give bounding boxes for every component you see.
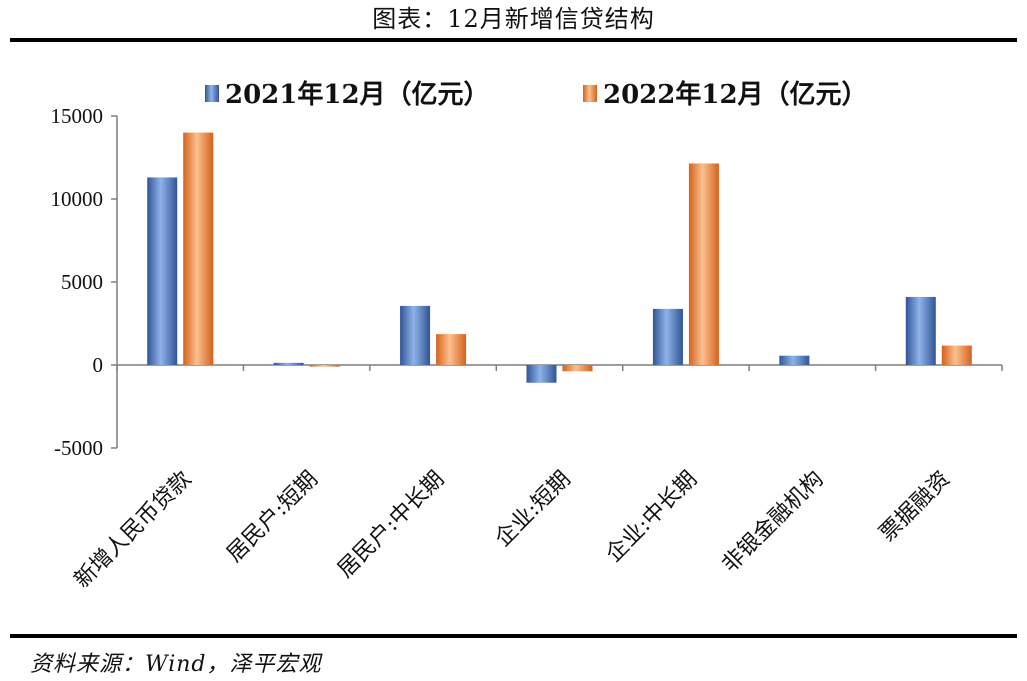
y-tick-label: 5000 xyxy=(61,270,103,294)
legend-label-2: 2022年12月（亿元） xyxy=(603,79,868,110)
top-rule xyxy=(10,38,1017,42)
bottom-rule xyxy=(10,634,1017,638)
y-tick-label: -5000 xyxy=(54,436,103,460)
bar-1-2 xyxy=(273,362,304,365)
x-tick-label: 居民户:短期 xyxy=(222,467,323,568)
source-note: 资料来源：Wind，泽平宏观 xyxy=(30,652,322,677)
x-tick-label: 企业:短期 xyxy=(491,467,576,552)
x-tick-label: 票据融资 xyxy=(875,467,955,547)
bar-2-1 xyxy=(183,132,214,365)
legend-swatch-2 xyxy=(583,85,597,102)
bar-2-4 xyxy=(562,365,593,372)
bar-1-7 xyxy=(905,296,936,365)
bar-2-5 xyxy=(688,163,719,365)
legend-label-1: 2021年12月（亿元） xyxy=(225,79,490,110)
bar-1-3 xyxy=(400,305,431,365)
y-tick-label: 10000 xyxy=(51,187,104,211)
y-tick-label: 15000 xyxy=(51,104,104,128)
bars xyxy=(147,132,972,383)
bar-1-6 xyxy=(779,355,810,365)
bar-1-4 xyxy=(526,365,557,383)
bar-1-1 xyxy=(147,177,178,365)
x-tick-label: 非银金融机构 xyxy=(718,467,829,578)
category-labels: 新增人民币贷款 居民户:短期 居民户:中长期 企业:短期 企业:中长期 非银金融机构 票据融… xyxy=(70,467,955,594)
axes: -5000 0 5000 10000 15000 xyxy=(51,104,1003,460)
legend: 2021年12月（亿元） 2022年12月（亿元） xyxy=(205,79,868,110)
x-tick-label: 居民户:中长期 xyxy=(333,467,449,583)
chart-title: 图表：12月新增信贷结构 xyxy=(372,5,655,33)
x-tick-label: 企业:中长期 xyxy=(601,467,702,568)
bar-1-5 xyxy=(652,308,683,365)
legend-swatch-1 xyxy=(205,85,219,102)
bar-2-7 xyxy=(941,345,972,365)
bar-2-2 xyxy=(309,365,340,367)
x-tick-label: 新增人民币贷款 xyxy=(70,467,197,594)
y-tick-label: 0 xyxy=(93,353,104,377)
bar-2-3 xyxy=(436,334,467,365)
